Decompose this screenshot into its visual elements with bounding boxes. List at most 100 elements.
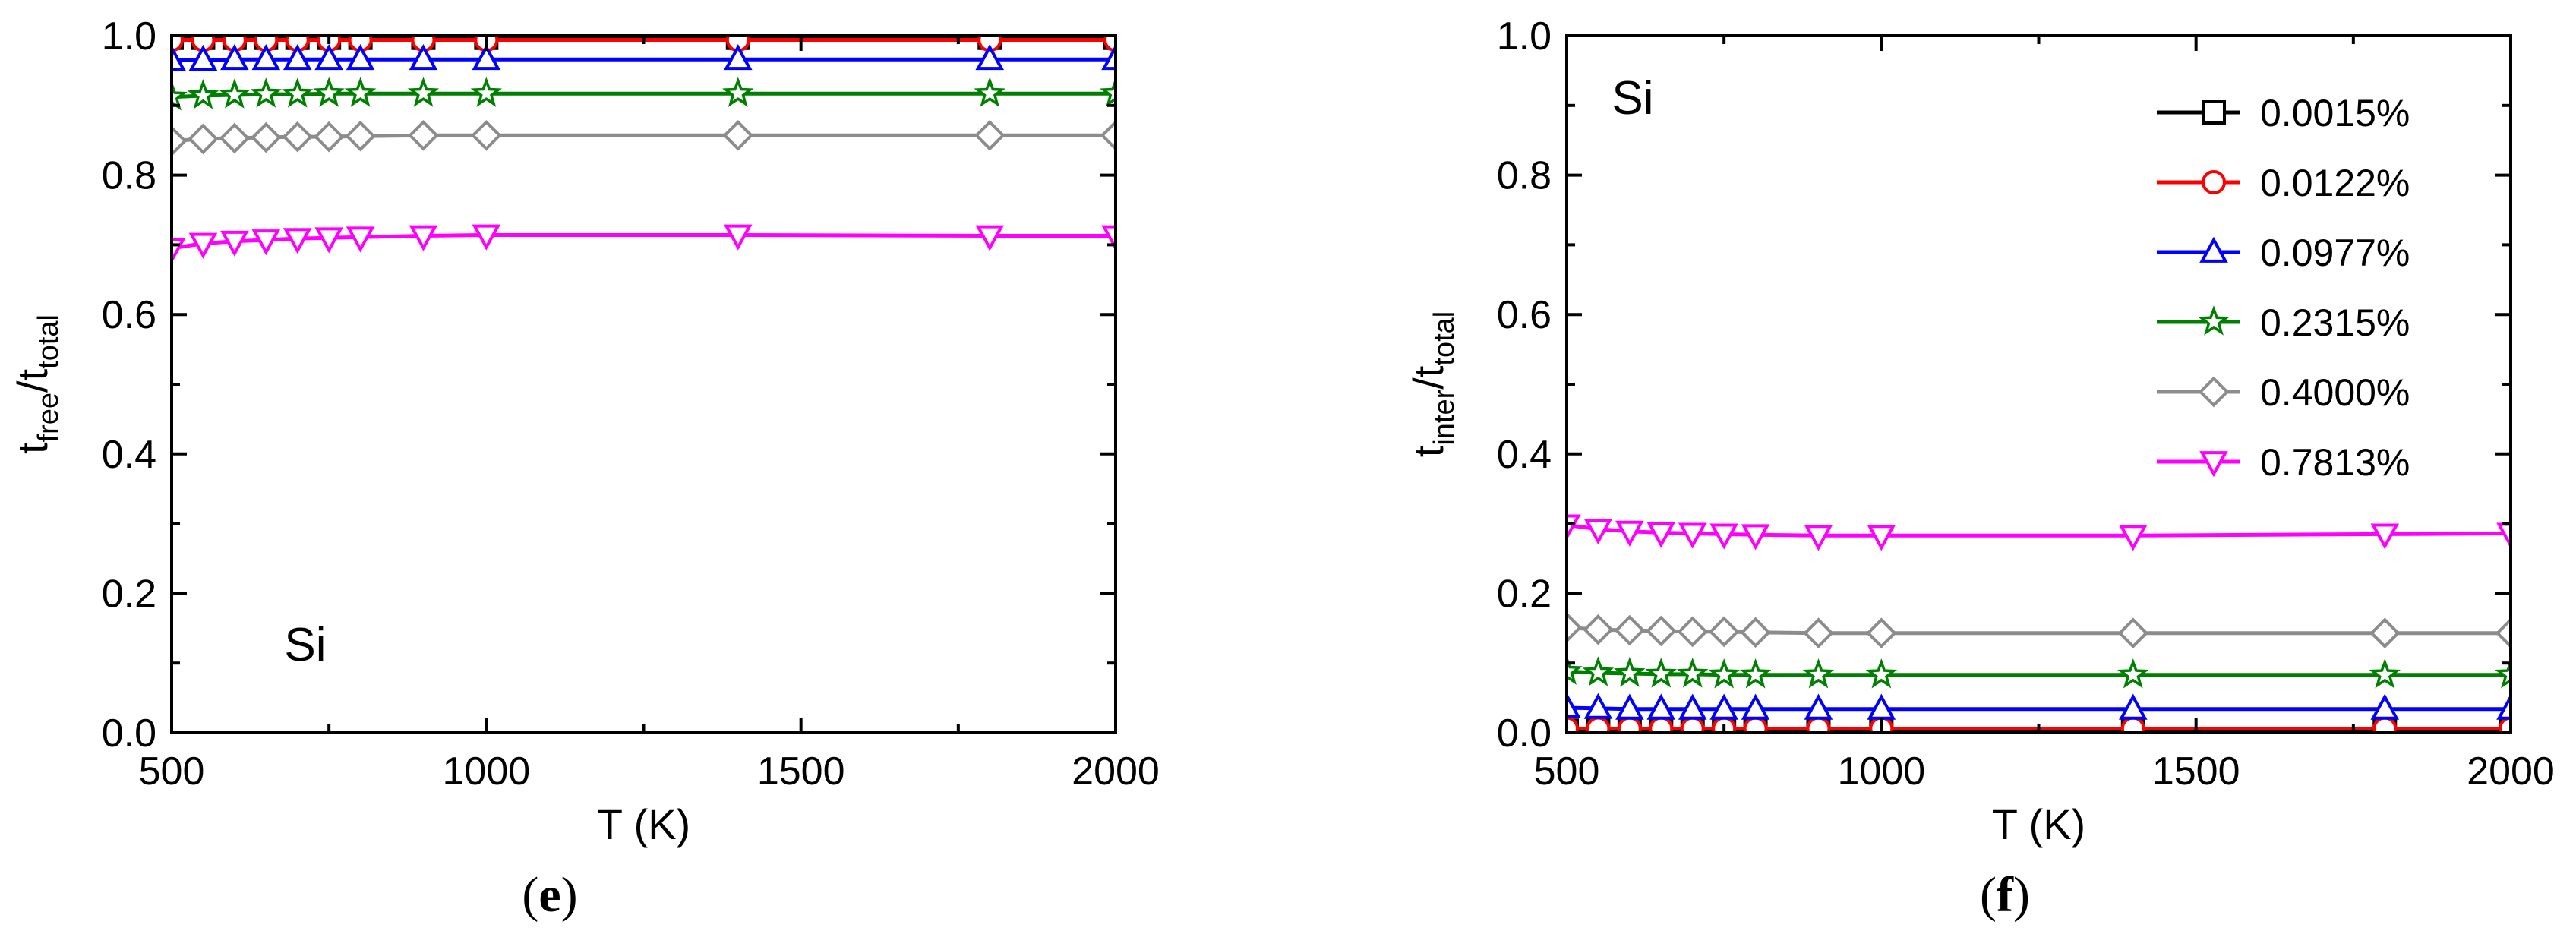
data-point-0.7813%-1000 [472, 224, 501, 251]
legend-marker-0.0977% [2199, 236, 2228, 263]
data-point-0.0977%-1000 [472, 43, 501, 71]
data-point-0.2315%-750 [313, 77, 345, 107]
data-point-0.2315%-800 [1739, 658, 1772, 689]
series-line-0.0977% [172, 57, 1116, 62]
data-point-0.2315%-1000 [470, 77, 503, 107]
data-point-0.0977%-750 [314, 43, 343, 71]
y-axis-label: tinter/ttotal [1404, 311, 1460, 457]
y-tick-label: 1.0 [1497, 14, 1552, 58]
data-point-0.2315%-900 [407, 77, 440, 107]
x-axis-label: T (K) [1992, 800, 2085, 848]
data-point-0.4000%-900 [408, 119, 439, 151]
y-tick-label: 0.2 [1497, 572, 1552, 616]
data-point-0.4000%-500 [1567, 612, 1583, 643]
data-point-0.4000%-2000 [1100, 119, 1116, 151]
legend-marker-0.2315% [2198, 305, 2230, 336]
panel-label-close: ) [2013, 867, 2030, 923]
legend-marker-0.0015% [2202, 100, 2226, 125]
data-point-0.2315%-600 [1614, 657, 1646, 687]
data-point-0.0122%-2000 [1103, 36, 1116, 52]
data-point-0.4000%-1400 [2117, 617, 2149, 649]
data-point-0.2315%-800 [344, 77, 377, 107]
y-tick-label: 0.4 [1497, 433, 1552, 477]
data-point-0.0977%-800 [346, 43, 375, 71]
data-point-0.4000%-550 [188, 123, 219, 155]
y-tick-label: 0.4 [102, 433, 156, 477]
legend: 0.0015% 0.0122% 0.0977% 0.2315% 0.4000% 0.781… [2157, 92, 2410, 484]
chart-panel-f: 500 1000 1500 2000 0.0 0.2 0.4 0.6 0.8 1.0 T (K) ti… [1404, 14, 2555, 923]
data-point-0.7813%-700 [283, 228, 312, 254]
data-point-0.0122%-500 [1567, 716, 1579, 733]
data-point-0.7813%-700 [1678, 522, 1707, 549]
data-point-0.2315%-2000 [1100, 77, 1116, 107]
data-point-0.2315%-2000 [2495, 658, 2511, 689]
data-point-0.0977%-2000 [2496, 693, 2511, 720]
data-point-0.0977%-600 [1615, 693, 1644, 720]
y-axis-label: tfree/ttotal [8, 314, 65, 454]
data-point-0.7813%-800 [346, 226, 375, 253]
data-point-0.4000%-750 [313, 121, 345, 153]
data-point-0.0977%-550 [1583, 693, 1613, 719]
data-point-0.0977%-600 [220, 43, 249, 71]
chart-panel-e: 500 1000 1500 2000 0.0 0.2 0.4 0.6 0.8 1.0 T (K) tf… [8, 14, 1160, 923]
data-point-0.0977%-900 [1804, 693, 1833, 720]
annotation-label: Si [284, 619, 326, 671]
data-point-0.0977%-900 [409, 43, 438, 71]
data-point-0.0977%-700 [283, 43, 312, 71]
data-point-0.4000%-650 [1645, 615, 1677, 647]
data-point-0.4000%-2000 [2495, 617, 2511, 649]
data-point-0.0977%-650 [251, 43, 281, 71]
y-axis-label-sub1: inter [1428, 389, 1460, 445]
y-axis-label-mid: /t [1404, 365, 1452, 390]
data-point-0.2315%-1400 [2117, 658, 2149, 689]
data-point-0.4000%-600 [219, 122, 251, 154]
data-point-0.7813%-1800 [2370, 523, 2400, 550]
legend-label-0.2315%: 0.2315% [2260, 301, 2410, 344]
data-point-0.2315%-600 [219, 78, 251, 109]
data-point-0.7813%-650 [1646, 522, 1676, 548]
data-point-0.4000%-700 [282, 121, 314, 153]
series-line-0.0977% [1567, 705, 2511, 712]
legend-marker-0.7813% [2199, 451, 2228, 478]
panel-label: (e) [522, 867, 577, 923]
data-point-0.4000%-800 [345, 120, 376, 152]
data-point-0.4000%-700 [1677, 616, 1709, 648]
y-tick-label: 0.0 [102, 712, 156, 756]
data-point-0.0977%-800 [1741, 693, 1770, 720]
panel-label-open: ( [1980, 867, 1997, 923]
data-point-0.2315%-700 [1677, 658, 1709, 688]
data-point-0.2315%-650 [250, 77, 283, 108]
data-point-0.4000%-650 [250, 121, 282, 153]
data-point-0.2315%-900 [1802, 658, 1835, 689]
data-point-0.0122%-500 [172, 36, 184, 52]
data-point-0.7813%-2000 [2496, 522, 2511, 549]
data-point-0.4000%-900 [1803, 617, 1834, 649]
data-point-0.2315%-1400 [722, 77, 754, 107]
y-tick-label: 0.6 [102, 293, 156, 337]
x-tick-label: 1500 [757, 749, 845, 794]
data-point-0.7813%-550 [1583, 519, 1613, 545]
data-point-0.2315%-650 [1645, 658, 1678, 688]
y-tick-label: 0.0 [1497, 712, 1552, 756]
data-point-0.0977%-1800 [2370, 693, 2400, 720]
data-point-0.4000%-1000 [471, 119, 502, 151]
data-point-0.4000%-600 [1614, 614, 1646, 646]
legend-label-0.0015%: 0.0015% [2260, 92, 2410, 134]
data-point-0.7813%-1000 [1867, 525, 1896, 551]
y-axis-label-mid: /t [8, 368, 56, 393]
data-point-0.7813%-900 [409, 225, 438, 251]
data-point-0.2315%-1800 [2369, 658, 2401, 689]
x-tick-label: 500 [1534, 749, 1600, 794]
legend-label-0.4000%: 0.4000% [2260, 371, 2410, 414]
y-tick-label: 0.8 [1497, 154, 1552, 198]
panel-label-close: ) [561, 867, 578, 923]
y-axis-label-main: t [8, 442, 56, 454]
y-tick-label: 0.2 [102, 572, 156, 616]
data-point-0.4000%-800 [1740, 617, 1771, 648]
data-point-0.7813%-1400 [724, 224, 753, 251]
data-point-0.7813%-750 [1709, 523, 1738, 550]
panel-label-letter: f [1997, 867, 2014, 923]
data-point-0.0977%-550 [188, 44, 218, 71]
